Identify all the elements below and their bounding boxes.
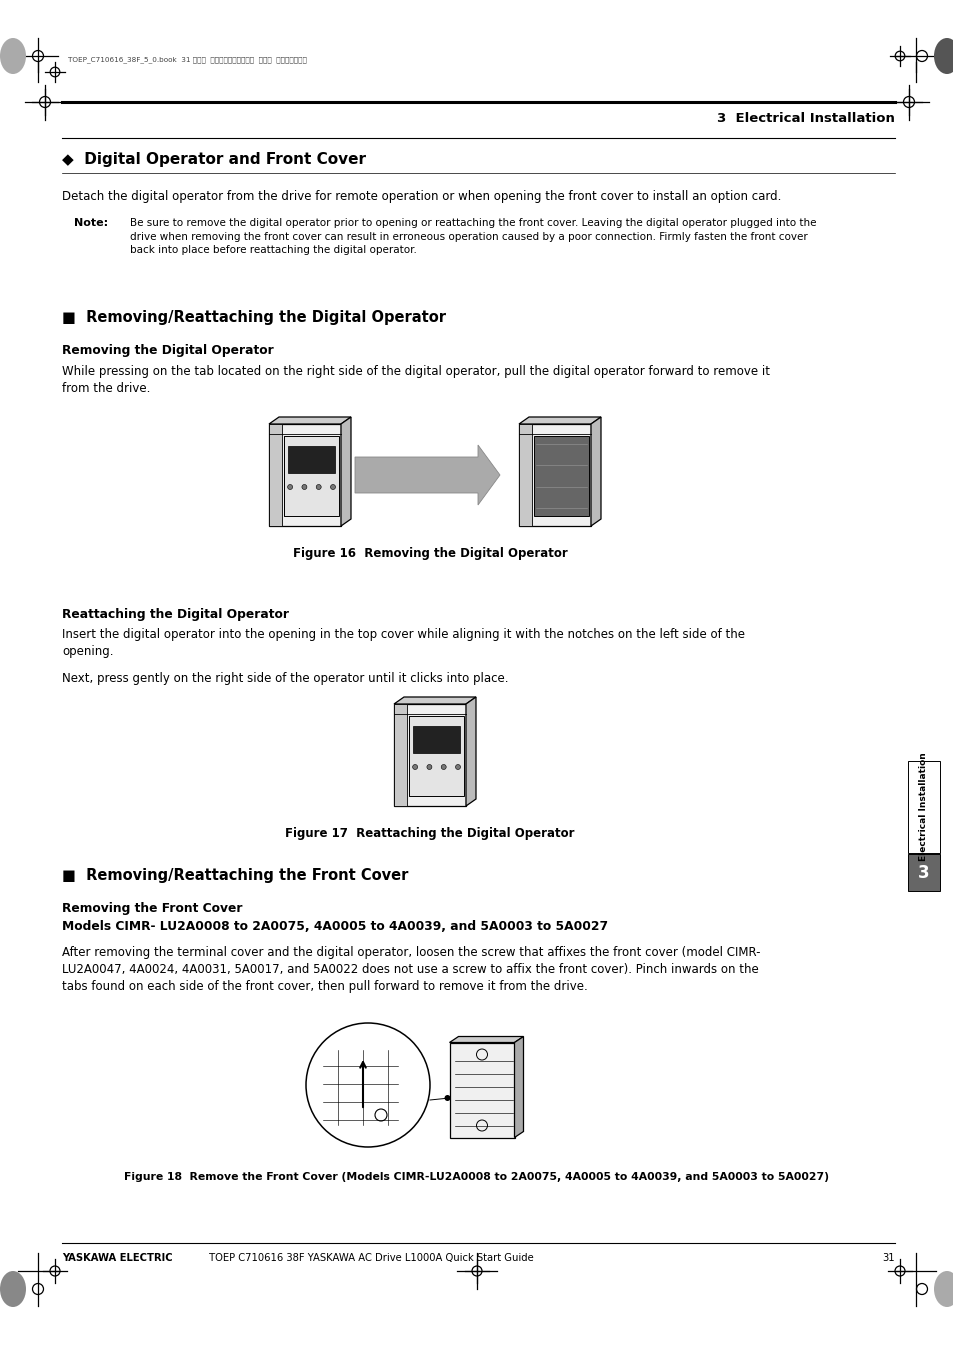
- Text: While pressing on the tab located on the right side of the digital operator, pul: While pressing on the tab located on the…: [62, 365, 769, 396]
- Text: Be sure to remove the digital operator prior to opening or reattaching the front: Be sure to remove the digital operator p…: [130, 218, 816, 255]
- Polygon shape: [269, 417, 351, 424]
- Circle shape: [306, 1023, 430, 1147]
- Ellipse shape: [0, 1271, 26, 1306]
- Polygon shape: [518, 424, 590, 526]
- Polygon shape: [518, 424, 532, 526]
- Ellipse shape: [933, 1271, 953, 1306]
- Text: Figure 16  Removing the Digital Operator: Figure 16 Removing the Digital Operator: [293, 547, 567, 561]
- Text: YASKAWA ELECTRIC: YASKAWA ELECTRIC: [62, 1252, 172, 1263]
- Polygon shape: [269, 424, 340, 526]
- Text: ◆  Digital Operator and Front Cover: ◆ Digital Operator and Front Cover: [62, 153, 366, 168]
- Text: Reattaching the Digital Operator: Reattaching the Digital Operator: [62, 608, 289, 621]
- Circle shape: [301, 485, 307, 489]
- Text: Insert the digital operator into the opening in the top cover while aligning it : Insert the digital operator into the ope…: [62, 628, 744, 658]
- Polygon shape: [449, 1036, 523, 1043]
- Text: TOEP_C710616_38F_5_0.book  31 ページ  ２０１３年１２月４日  水曜日  午前９時５６分: TOEP_C710616_38F_5_0.book 31 ページ ２０１３年１２…: [68, 57, 307, 63]
- Text: Detach the digital operator from the drive for remote operation or when opening : Detach the digital operator from the dri…: [62, 190, 781, 203]
- Polygon shape: [465, 697, 476, 807]
- Circle shape: [440, 765, 446, 770]
- Circle shape: [287, 485, 293, 489]
- Text: ■  Removing/Reattaching the Front Cover: ■ Removing/Reattaching the Front Cover: [62, 867, 408, 884]
- Text: Removing the Digital Operator: Removing the Digital Operator: [62, 345, 274, 357]
- Text: Next, press gently on the right side of the operator until it clicks into place.: Next, press gently on the right side of …: [62, 671, 508, 685]
- Text: Models CIMR- LU2A0008 to 2A0075, 4A0005 to 4A0039, and 5A0003 to 5A0027: Models CIMR- LU2A0008 to 2A0075, 4A0005 …: [62, 920, 607, 934]
- Circle shape: [315, 485, 321, 489]
- Text: After removing the terminal cover and the digital operator, loosen the screw tha: After removing the terminal cover and th…: [62, 946, 760, 993]
- Polygon shape: [394, 704, 465, 807]
- Polygon shape: [514, 1036, 523, 1138]
- Circle shape: [444, 1096, 450, 1101]
- Text: 3: 3: [917, 863, 929, 881]
- Text: 31: 31: [882, 1252, 894, 1263]
- Polygon shape: [355, 444, 499, 505]
- Text: TOEP C710616 38F YASKAWA AC Drive L1000A Quick Start Guide: TOEP C710616 38F YASKAWA AC Drive L1000A…: [206, 1252, 533, 1263]
- Polygon shape: [590, 417, 600, 526]
- FancyBboxPatch shape: [907, 761, 939, 852]
- Text: Removing the Front Cover: Removing the Front Cover: [62, 902, 242, 915]
- Text: Note:: Note:: [74, 218, 108, 228]
- Polygon shape: [413, 725, 459, 753]
- Polygon shape: [394, 704, 407, 807]
- Circle shape: [413, 765, 417, 770]
- Text: Electrical Installation: Electrical Installation: [919, 753, 927, 862]
- Polygon shape: [518, 417, 600, 424]
- Polygon shape: [269, 424, 282, 526]
- Polygon shape: [534, 436, 588, 516]
- Text: Figure 18  Remove the Front Cover (Models CIMR-LU2A0008 to 2A0075, 4A0005 to 4A0: Figure 18 Remove the Front Cover (Models…: [125, 1173, 828, 1182]
- Polygon shape: [284, 436, 338, 516]
- Text: ■  Removing/Reattaching the Digital Operator: ■ Removing/Reattaching the Digital Opera…: [62, 309, 446, 326]
- Polygon shape: [409, 716, 463, 796]
- Text: 3  Electrical Installation: 3 Electrical Installation: [717, 112, 894, 126]
- Circle shape: [426, 765, 432, 770]
- Polygon shape: [340, 417, 351, 526]
- Text: Figure 17  Reattaching the Digital Operator: Figure 17 Reattaching the Digital Operat…: [285, 827, 574, 840]
- Polygon shape: [288, 446, 335, 473]
- FancyBboxPatch shape: [907, 854, 939, 892]
- Polygon shape: [394, 697, 476, 704]
- Circle shape: [455, 765, 460, 770]
- Circle shape: [330, 485, 335, 489]
- Ellipse shape: [0, 38, 26, 74]
- Polygon shape: [449, 1043, 514, 1138]
- Ellipse shape: [933, 38, 953, 74]
